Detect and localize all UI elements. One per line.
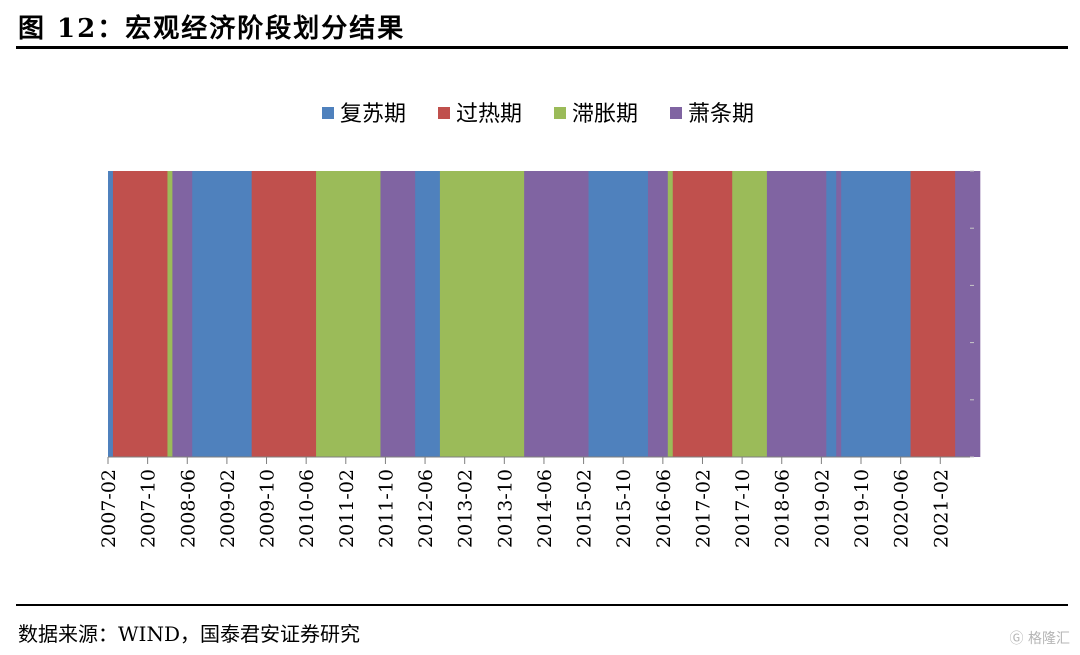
legend-swatch	[322, 107, 334, 119]
title-rule	[16, 46, 1068, 49]
watermark: Ⓖ 格隆汇	[1010, 628, 1070, 648]
chart-legend: 复苏期 过热期 滞胀期 萧条期	[322, 102, 754, 127]
phase-segment	[766, 171, 827, 457]
watermark-text: 格隆汇	[1028, 631, 1070, 647]
phase-segment	[415, 171, 441, 457]
phase-segment	[955, 171, 981, 457]
page-title: 图 12：宏观经济阶段划分结果	[18, 14, 406, 44]
x-tick-label: 2015-10	[613, 469, 635, 548]
watermark-logo-icon: Ⓖ	[1009, 631, 1024, 647]
x-tick-label: 2020-06	[891, 469, 913, 548]
phase-segment	[439, 171, 525, 457]
x-tick-label: 2012-06	[415, 469, 437, 548]
legend-swatch	[554, 107, 566, 119]
x-tick-label: 2009-10	[257, 469, 279, 548]
phase-segment	[108, 171, 114, 457]
x-tick-label: 2011-02	[336, 469, 358, 548]
phase-segment	[836, 171, 842, 457]
x-tick-label: 2017-02	[693, 469, 715, 548]
x-tick-label: 2011-10	[375, 469, 397, 548]
x-tick-label: 2010-06	[296, 469, 318, 548]
legend-label: 复苏期	[340, 102, 406, 127]
x-tick-label: 2018-06	[772, 469, 794, 548]
x-tick-label: 2009-02	[217, 469, 239, 548]
legend-swatch	[438, 107, 450, 119]
x-tick-label: 2016-06	[653, 469, 675, 548]
x-tick-label: 2008-06	[177, 469, 199, 548]
x-tick-label: 2019-02	[811, 469, 833, 548]
right-axis-ticks	[970, 170, 974, 458]
x-tick-label: 2013-10	[494, 469, 516, 548]
x-tick-label: 2019-10	[851, 469, 873, 548]
phase-segment	[667, 171, 674, 457]
phase-segment	[112, 171, 168, 457]
legend-swatch	[670, 107, 682, 119]
phase-segment	[672, 171, 733, 457]
phase-segment	[167, 171, 173, 457]
x-axis: 2007-02 2007-10 2008-06 2009-02 2009-10 2010-…	[98, 456, 970, 548]
phase-segment	[647, 171, 669, 457]
phase-segment	[192, 171, 253, 457]
legend-label: 萧条期	[688, 102, 754, 127]
x-tick-label: 2014-06	[534, 469, 556, 548]
legend-label: 滞胀期	[572, 102, 638, 127]
phase-segment	[826, 171, 837, 457]
x-tick-label: 2021-02	[930, 469, 952, 548]
x-tick-label: 2017-10	[732, 469, 754, 548]
source-note: 数据来源：WIND，国泰君安证券研究	[18, 622, 360, 646]
phase-segment	[910, 171, 956, 457]
phase-segment	[251, 171, 317, 457]
phase-segment	[732, 171, 768, 457]
phase-segment	[524, 171, 589, 457]
phase-segment	[172, 171, 193, 457]
phase-bars	[108, 171, 981, 457]
x-tick-label: 2015-02	[574, 469, 596, 548]
source-rule	[16, 604, 1068, 606]
phase-segment	[841, 171, 911, 457]
legend-label: 过热期	[456, 102, 522, 127]
phase-segment	[588, 171, 649, 457]
phase-segment	[380, 171, 416, 457]
x-tick-label: 2013-02	[455, 469, 477, 548]
x-tick-label: 2007-02	[98, 469, 120, 548]
x-tick-label: 2007-10	[138, 469, 160, 548]
phase-segment	[316, 171, 381, 457]
